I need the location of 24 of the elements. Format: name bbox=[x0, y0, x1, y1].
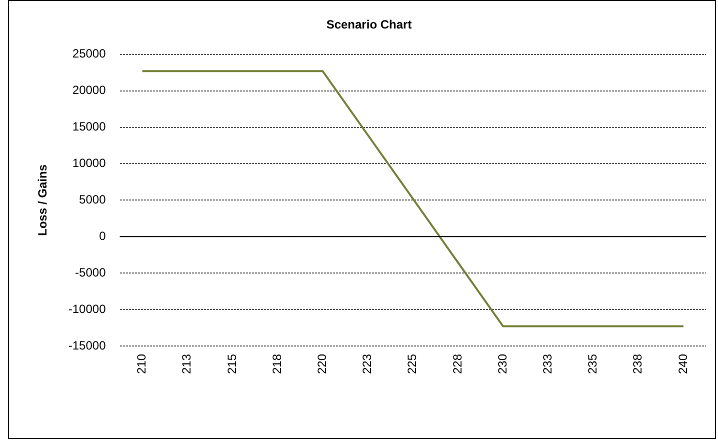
y-axis-title: Loss / Gains bbox=[36, 164, 50, 236]
x-tick-label: 210 bbox=[134, 354, 149, 374]
chart-title: Scenario Chart bbox=[326, 18, 412, 32]
y-tick-label: 0 bbox=[99, 228, 106, 243]
x-tick-label: 235 bbox=[586, 354, 600, 374]
x-tick-label: 230 bbox=[495, 354, 510, 374]
y-tick-label: -10000 bbox=[68, 302, 106, 316]
x-tick-label: 233 bbox=[540, 354, 554, 374]
y-tick-label: 20000 bbox=[72, 83, 106, 98]
y-tick-label: 10000 bbox=[72, 156, 106, 170]
x-tick-label: 240 bbox=[676, 354, 690, 374]
x-tick-label: 215 bbox=[224, 354, 239, 374]
x-tick-label: 228 bbox=[450, 354, 464, 374]
x-tick-label: 238 bbox=[630, 354, 645, 374]
x-tick-label: 223 bbox=[360, 354, 374, 374]
y-tick-label: 25000 bbox=[72, 46, 106, 61]
y-tick-label: 15000 bbox=[72, 120, 106, 134]
x-tick-label: 213 bbox=[180, 354, 194, 374]
y-tick-label: 5000 bbox=[79, 192, 106, 206]
x-tick-label: 218 bbox=[270, 354, 284, 374]
y-tick-label: -15000 bbox=[68, 338, 106, 352]
x-tick-label: 225 bbox=[405, 354, 420, 374]
y-tick-label: -5000 bbox=[75, 265, 106, 280]
x-tick-label: 220 bbox=[315, 354, 330, 374]
